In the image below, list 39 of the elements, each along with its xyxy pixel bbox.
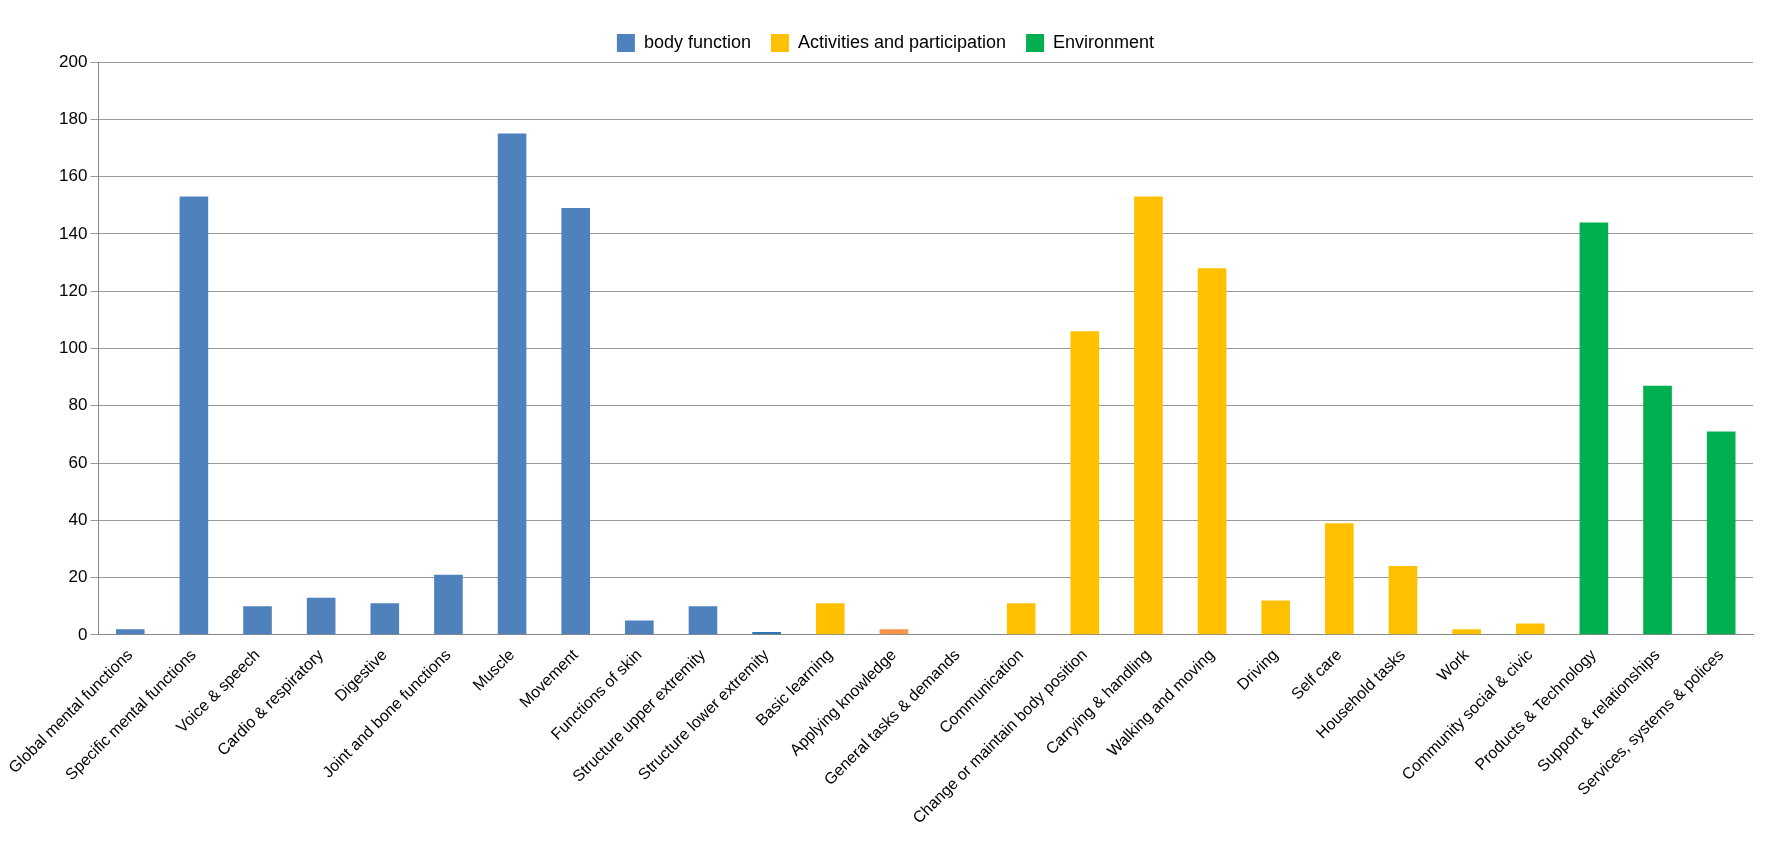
bar <box>1706 431 1736 635</box>
bar <box>1134 196 1163 635</box>
y-tick-label: 140 <box>59 223 88 243</box>
bar <box>688 606 718 635</box>
bar <box>370 603 400 635</box>
bar <box>1006 603 1036 635</box>
legend-label: Environment <box>1053 31 1155 52</box>
y-tick-label: 60 <box>68 452 88 472</box>
bar <box>179 196 209 635</box>
legend-label: Activities and participation <box>797 31 1007 52</box>
bar <box>1452 629 1481 635</box>
bar <box>561 208 591 635</box>
y-tick-label: 120 <box>59 280 88 300</box>
bar <box>1515 623 1545 635</box>
y-tick-label: 100 <box>59 338 88 358</box>
y-tick-label: 160 <box>59 166 88 186</box>
bar <box>497 133 527 635</box>
bar <box>243 606 272 635</box>
bar <box>1261 600 1291 635</box>
y-tick-label: 20 <box>68 567 88 587</box>
y-tick-label: 80 <box>68 395 88 415</box>
y-tick-label: 200 <box>59 51 88 71</box>
bar <box>1197 268 1227 635</box>
bar <box>115 629 145 635</box>
y-tick-label: 40 <box>68 509 88 529</box>
bar <box>306 597 336 635</box>
bar <box>625 620 654 635</box>
bar <box>1388 566 1418 635</box>
bar <box>1070 331 1100 635</box>
bar <box>434 574 463 635</box>
y-tick-label: 0 <box>77 624 88 644</box>
bar <box>1643 385 1672 635</box>
bar <box>1325 523 1354 635</box>
legend-label: body function <box>643 31 751 52</box>
bar <box>1579 222 1609 635</box>
bar <box>879 629 909 635</box>
y-tick-label: 180 <box>59 108 88 128</box>
bar <box>815 603 845 635</box>
x-tick-label: Self care <box>1287 645 1345 703</box>
